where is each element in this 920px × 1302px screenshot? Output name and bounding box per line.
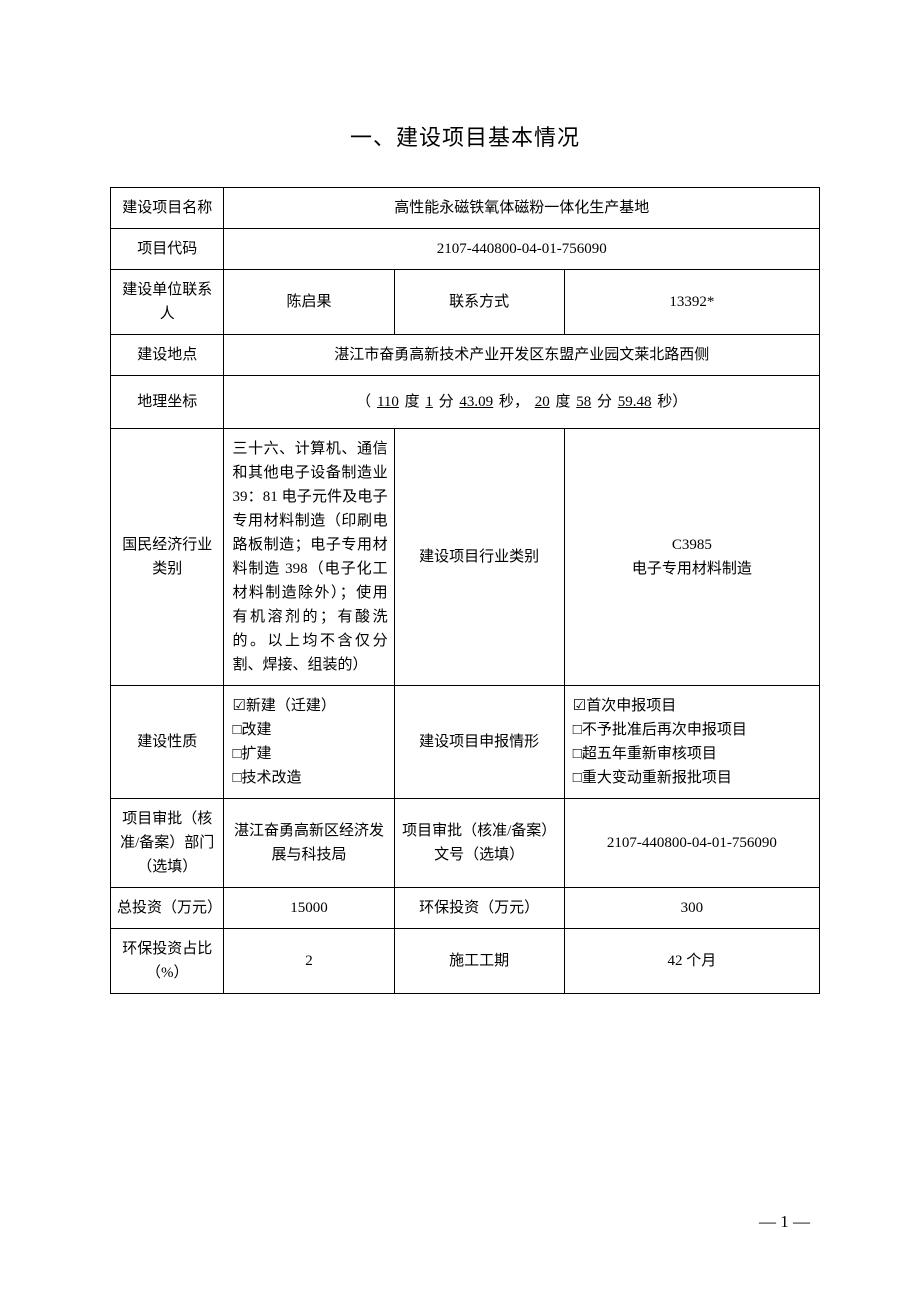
- value-industry: 三十六、计算机、通信和其他电子设备制造业 39：81 电子元件及电子专用材料制造…: [224, 429, 394, 686]
- checkbox-icon: □: [573, 746, 582, 762]
- label-approval-doc: 项目审批（核准/备案）文号（选填）: [394, 799, 564, 888]
- project-info-table: 建设项目名称 高性能永磁铁氧体磁粉一体化生产基地 项目代码 2107-44080…: [110, 187, 820, 994]
- checkbox-icon: ☑: [232, 698, 245, 714]
- value-contact-name: 陈启果: [224, 270, 394, 335]
- value-project-code: 2107-440800-04-01-756090: [224, 229, 820, 270]
- section-title: 一、建设项目基本情况: [110, 120, 820, 152]
- value-ratio: 2: [224, 929, 394, 994]
- label-location: 建设地点: [111, 335, 224, 376]
- label-approval: 项目审批（核准/备案）部门（选填）: [111, 799, 224, 888]
- value-location: 湛江市奋勇高新技术产业开发区东盟产业园文莱北路西侧: [224, 335, 820, 376]
- value-contact-method: 13392*: [564, 270, 819, 335]
- label-ratio: 环保投资占比（%）: [111, 929, 224, 994]
- value-nature: ☑新建（迁建） □改建 □扩建 □技术改造: [224, 686, 394, 799]
- label-contact-method: 联系方式: [394, 270, 564, 335]
- label-proj-industry: 建设项目行业类别: [394, 429, 564, 686]
- checkbox-icon: □: [573, 770, 582, 786]
- label-project-code: 项目代码: [111, 229, 224, 270]
- value-approval: 湛江奋勇高新区经济发展与科技局: [224, 799, 394, 888]
- checkbox-icon: □: [232, 722, 241, 738]
- checkbox-icon: □: [573, 722, 582, 738]
- label-investment: 总投资（万元）: [111, 888, 224, 929]
- checkbox-icon: □: [232, 770, 241, 786]
- value-apply: ☑首次申报项目 □不予批准后再次申报项目 □超五年重新审核项目 □重大变动重新报…: [564, 686, 819, 799]
- label-apply: 建设项目申报情形: [394, 686, 564, 799]
- label-contact: 建设单位联系人: [111, 270, 224, 335]
- value-project-name: 高性能永磁铁氧体磁粉一体化生产基地: [224, 188, 820, 229]
- label-coords: 地理坐标: [111, 376, 224, 429]
- label-nature: 建设性质: [111, 686, 224, 799]
- page-number: — 1 —: [759, 1212, 810, 1232]
- value-period: 42 个月: [564, 929, 819, 994]
- label-industry: 国民经济行业类别: [111, 429, 224, 686]
- value-proj-industry: C3985 电子专用材料制造: [564, 429, 819, 686]
- value-env-investment: 300: [564, 888, 819, 929]
- label-project-name: 建设项目名称: [111, 188, 224, 229]
- value-approval-doc: 2107-440800-04-01-756090: [564, 799, 819, 888]
- checkbox-icon: □: [232, 746, 241, 762]
- label-env-investment: 环保投资（万元）: [394, 888, 564, 929]
- value-coords: （ 110 度 1 分 43.09 秒， 20 度 58 分 59.48 秒）: [224, 376, 820, 429]
- label-period: 施工工期: [394, 929, 564, 994]
- checkbox-icon: ☑: [573, 698, 586, 714]
- value-investment: 15000: [224, 888, 394, 929]
